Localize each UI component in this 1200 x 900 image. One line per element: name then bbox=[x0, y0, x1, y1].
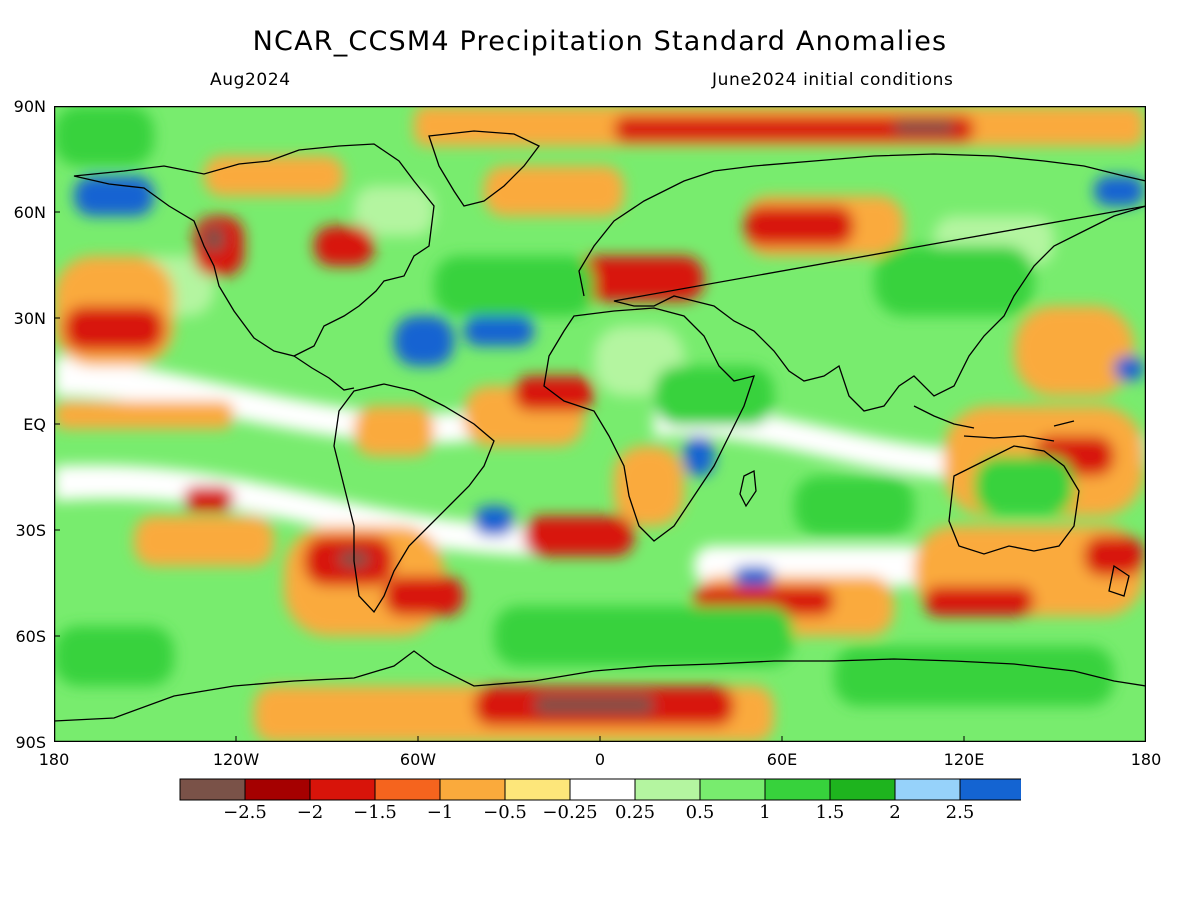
colorbar-label: 2 bbox=[889, 802, 901, 823]
colorbar-label: 2.5 bbox=[945, 802, 975, 823]
lon-label-120e: 120E bbox=[943, 750, 985, 769]
map-frame bbox=[54, 106, 1146, 742]
coastline-greenland bbox=[428, 130, 540, 207]
colorbar-label: −2 bbox=[296, 802, 324, 823]
lon-label-120w: 120W bbox=[212, 750, 260, 769]
colorbar-box bbox=[439, 778, 506, 801]
initial-conditions-label: June2024 initial conditions bbox=[712, 70, 954, 90]
colorbar-box bbox=[959, 778, 1021, 801]
lat-label-30s: 30S bbox=[15, 521, 46, 540]
coastline-new-zealand bbox=[1108, 564, 1130, 597]
colorbar bbox=[179, 778, 1021, 801]
colorbar-box bbox=[569, 778, 636, 801]
anomaly-field bbox=[54, 106, 1146, 742]
lon-label-0: 0 bbox=[594, 750, 606, 769]
colorbar-label: −0.5 bbox=[483, 802, 527, 823]
lat-label-90s: 90S bbox=[15, 733, 46, 752]
colorbar-box bbox=[179, 778, 246, 801]
colorbar-box bbox=[504, 778, 571, 801]
colorbar-label: 0.5 bbox=[685, 802, 715, 823]
colorbar-label: −0.25 bbox=[542, 802, 598, 823]
lon-label-180w: 180 bbox=[38, 750, 70, 769]
lat-label-60n: 60N bbox=[13, 203, 46, 222]
valid-month-label: Aug2024 bbox=[210, 70, 291, 90]
colorbar-box bbox=[244, 778, 311, 801]
colorbar-label: −2.5 bbox=[223, 802, 267, 823]
colorbar-box bbox=[634, 778, 701, 801]
map-title: NCAR_CCSM4 Precipitation Standard Anomal… bbox=[252, 26, 948, 57]
coastline-central-america bbox=[293, 355, 355, 391]
colorbar-box bbox=[894, 778, 961, 801]
colorbar-box bbox=[699, 778, 766, 801]
colorbar-box bbox=[374, 778, 441, 801]
colorbar-label: 1 bbox=[759, 802, 771, 823]
lat-label-90n: 90N bbox=[13, 97, 46, 116]
colorbar-label: 0.25 bbox=[614, 802, 656, 823]
colorbar-box bbox=[309, 778, 376, 801]
coastline-north-america bbox=[73, 143, 435, 357]
coastline-madagascar bbox=[739, 469, 757, 508]
colorbar-label: 1.5 bbox=[815, 802, 845, 823]
colorbar-label: −1.5 bbox=[353, 802, 397, 823]
lat-label-30n: 30N bbox=[13, 309, 46, 328]
coastline-africa bbox=[543, 307, 755, 542]
lat-label-60s: 60S bbox=[15, 627, 46, 646]
coastline-europe-asia bbox=[578, 153, 1146, 412]
lon-label-180e: 180 bbox=[1130, 750, 1162, 769]
anomaly-map bbox=[54, 106, 1146, 742]
coastline-maritime-continent bbox=[913, 405, 1075, 442]
coastline-australia bbox=[948, 445, 1080, 555]
colorbar-label: −1 bbox=[426, 802, 454, 823]
coastline-antarctica bbox=[54, 650, 1146, 722]
colorbar-box bbox=[764, 778, 831, 801]
coastlines bbox=[54, 130, 1146, 722]
lon-label-60w: 60W bbox=[399, 750, 437, 769]
lon-label-60e: 60E bbox=[766, 750, 798, 769]
coastline-south-america bbox=[333, 383, 495, 614]
colorbar-box bbox=[829, 778, 896, 801]
lat-label-eq: EQ bbox=[23, 415, 46, 434]
